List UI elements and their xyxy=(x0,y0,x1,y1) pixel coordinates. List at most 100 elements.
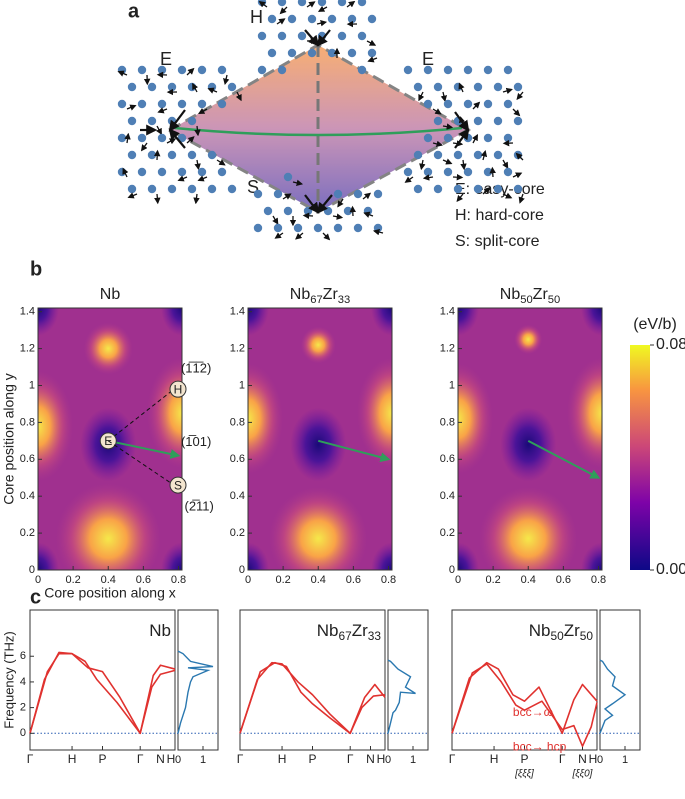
atom xyxy=(217,99,227,109)
atom xyxy=(267,48,277,58)
displacement-arrow xyxy=(157,107,168,114)
displacement-arrow xyxy=(316,20,328,27)
atom xyxy=(263,206,273,216)
displacement-arrow xyxy=(337,198,344,208)
atom xyxy=(227,184,237,194)
atom xyxy=(177,133,187,143)
displacement-arrow xyxy=(126,104,137,111)
direction-label: [ξξ0] xyxy=(572,769,593,780)
y-tick-label: 0.2 xyxy=(20,527,35,539)
path-label: H xyxy=(68,752,77,766)
displacement-arrow xyxy=(186,67,195,76)
atom xyxy=(347,14,357,24)
map-shading xyxy=(356,357,392,469)
core-arrow xyxy=(168,109,186,132)
atom xyxy=(483,133,493,143)
atom xyxy=(343,206,353,216)
title-part: 50 xyxy=(550,629,564,643)
y-tick-label: 1.2 xyxy=(440,342,455,354)
title-part: Nb xyxy=(317,621,339,640)
path-label: P xyxy=(520,752,528,766)
atom xyxy=(493,82,503,92)
atom xyxy=(503,167,513,177)
core-arrow xyxy=(168,128,186,149)
y-tick-label: 1 xyxy=(449,379,455,391)
direction-label: (1̅1̅2) xyxy=(181,360,211,375)
path-label: P xyxy=(98,752,106,766)
displacement-arrow xyxy=(460,159,467,171)
x-tick-label: 0.4 xyxy=(521,574,536,586)
x-tick-label: 0 xyxy=(245,574,251,586)
path-label: N xyxy=(156,752,165,766)
displacement-arrow xyxy=(279,6,288,15)
path-label: N xyxy=(578,752,587,766)
atom xyxy=(483,65,493,75)
atom xyxy=(473,150,483,160)
atom xyxy=(277,31,287,41)
path-label: H xyxy=(377,752,386,766)
atom xyxy=(137,99,147,109)
displacement-arrow xyxy=(471,133,478,144)
displacement-arrow xyxy=(332,213,344,220)
plot-frame xyxy=(37,307,183,571)
atom xyxy=(267,14,277,24)
atom xyxy=(353,223,363,233)
atom xyxy=(227,82,237,92)
y-tick-label: 1.2 xyxy=(20,342,35,354)
atom xyxy=(433,82,443,92)
core-arrow xyxy=(454,111,470,132)
atom xyxy=(357,0,367,7)
y-tick-label: 1.2 xyxy=(230,342,245,354)
dos-tick-label: 0 xyxy=(597,754,603,766)
atom xyxy=(473,82,483,92)
atom xyxy=(157,99,167,109)
atom xyxy=(473,184,483,194)
displacement-arrow xyxy=(458,82,465,93)
panel-label: a xyxy=(128,0,140,22)
y-tick-label: 0 xyxy=(20,727,26,739)
x-tick-label: 0 xyxy=(35,574,41,586)
direction-label: (1̅01) xyxy=(181,434,211,449)
atom xyxy=(303,206,313,216)
path-label: Γ xyxy=(449,752,456,766)
dos-frame xyxy=(177,609,219,751)
map-shading xyxy=(269,486,368,570)
y-tick-label: 0.4 xyxy=(230,490,245,502)
plot-title: Nb50Zr50 xyxy=(529,621,594,643)
displacement-arrow xyxy=(274,232,284,239)
atom xyxy=(513,116,523,126)
atom xyxy=(357,65,367,75)
atom xyxy=(353,189,363,199)
dispersion-branch xyxy=(239,661,386,735)
atom xyxy=(403,167,413,177)
x-tick-label: 0.8 xyxy=(381,574,396,586)
atom xyxy=(347,48,357,58)
atom xyxy=(503,133,513,143)
atom xyxy=(473,116,483,126)
path-label: Γ xyxy=(347,752,354,766)
path-label: H xyxy=(278,752,287,766)
core-arrow xyxy=(316,194,333,214)
plot-title: Nb67Zr33 xyxy=(317,621,382,643)
atom xyxy=(147,150,157,160)
displacement-arrow xyxy=(502,192,513,199)
path-arrow xyxy=(527,439,601,479)
displacement-arrow xyxy=(292,179,304,187)
map-shading xyxy=(248,363,284,475)
atom xyxy=(513,82,523,92)
y-tick-label: 1.4 xyxy=(20,306,35,318)
atom xyxy=(453,150,463,160)
path-arrow xyxy=(317,439,391,463)
path-label: Γ xyxy=(237,752,244,766)
path-label: H xyxy=(167,752,176,766)
path-label: Γ xyxy=(137,752,144,766)
x-tick-label: 0.6 xyxy=(556,574,571,586)
x-tick-label: 0.2 xyxy=(485,574,500,586)
colorbar-tick-label: 0.08 xyxy=(656,336,685,353)
map-shading xyxy=(566,357,602,469)
atom xyxy=(177,99,187,109)
site-marker xyxy=(169,476,187,494)
atom xyxy=(307,14,317,24)
title-part: 67 xyxy=(310,294,322,306)
